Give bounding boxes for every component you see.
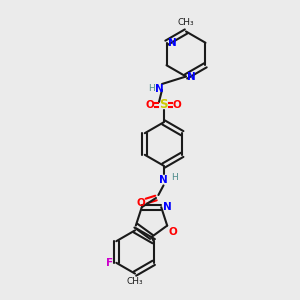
Text: H: H — [171, 173, 178, 182]
Text: O: O — [136, 197, 146, 208]
Text: O: O — [172, 100, 182, 110]
Text: S: S — [159, 98, 168, 112]
Text: CH₃: CH₃ — [127, 277, 143, 286]
Text: F: F — [106, 258, 113, 268]
Text: N: N — [188, 71, 196, 82]
Text: H: H — [148, 84, 154, 93]
Text: N: N — [168, 38, 177, 48]
Text: N: N — [159, 175, 168, 185]
Text: N: N — [163, 202, 171, 212]
Text: O: O — [169, 227, 177, 237]
Text: CH₃: CH₃ — [178, 18, 194, 27]
Text: O: O — [146, 100, 154, 110]
Text: N: N — [155, 83, 164, 94]
